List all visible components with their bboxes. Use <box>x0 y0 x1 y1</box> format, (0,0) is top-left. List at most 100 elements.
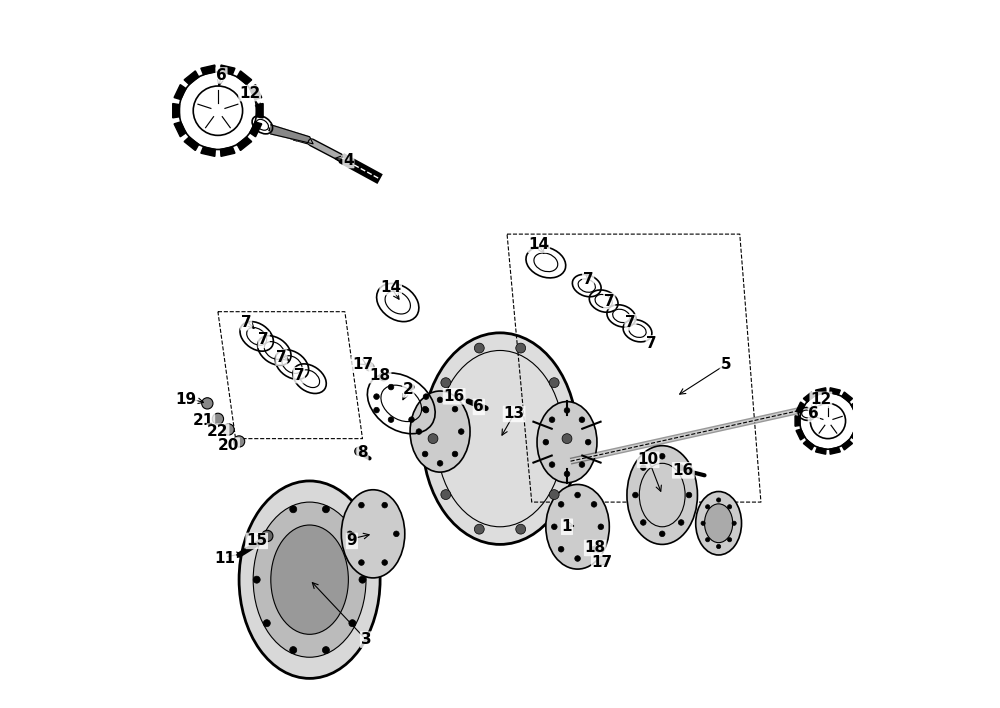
Circle shape <box>349 620 356 627</box>
Ellipse shape <box>341 490 405 578</box>
Circle shape <box>579 417 585 423</box>
Circle shape <box>379 372 388 381</box>
Circle shape <box>322 646 329 653</box>
Circle shape <box>598 524 604 530</box>
Circle shape <box>564 408 570 413</box>
Circle shape <box>717 544 721 549</box>
Text: 3: 3 <box>361 632 371 647</box>
Polygon shape <box>856 416 861 426</box>
Circle shape <box>347 531 353 537</box>
Ellipse shape <box>253 502 366 657</box>
Circle shape <box>598 556 606 565</box>
Circle shape <box>423 394 429 399</box>
Circle shape <box>452 406 458 412</box>
Circle shape <box>355 447 363 455</box>
Circle shape <box>382 560 388 566</box>
Text: 2: 2 <box>403 382 414 396</box>
Circle shape <box>640 464 646 470</box>
Text: 17: 17 <box>592 554 613 569</box>
Circle shape <box>359 502 364 508</box>
Circle shape <box>727 537 732 542</box>
Text: 12: 12 <box>810 392 832 407</box>
Text: 22: 22 <box>207 424 229 439</box>
Circle shape <box>441 378 451 387</box>
Text: 8: 8 <box>357 445 368 460</box>
Text: 1: 1 <box>562 519 572 535</box>
Polygon shape <box>237 71 252 84</box>
Text: 6: 6 <box>473 399 484 414</box>
Circle shape <box>374 407 379 413</box>
Text: 7: 7 <box>258 332 269 348</box>
Polygon shape <box>250 122 262 137</box>
Text: 19: 19 <box>176 392 197 407</box>
Circle shape <box>458 429 464 435</box>
Circle shape <box>422 406 428 412</box>
Polygon shape <box>250 85 262 100</box>
Circle shape <box>558 501 564 507</box>
Circle shape <box>437 397 443 403</box>
Circle shape <box>585 440 591 445</box>
Polygon shape <box>830 447 840 455</box>
Text: 13: 13 <box>504 406 525 421</box>
Circle shape <box>706 537 710 542</box>
Circle shape <box>727 505 732 509</box>
Circle shape <box>422 451 428 457</box>
Circle shape <box>562 434 572 444</box>
Text: 4: 4 <box>343 152 354 168</box>
Polygon shape <box>174 122 186 137</box>
Ellipse shape <box>627 445 697 544</box>
Text: 14: 14 <box>380 280 401 295</box>
Text: 6: 6 <box>216 68 227 83</box>
Text: 7: 7 <box>241 315 251 330</box>
Text: 5: 5 <box>720 357 731 372</box>
Circle shape <box>349 532 356 539</box>
Circle shape <box>549 417 555 423</box>
Circle shape <box>640 520 646 525</box>
Circle shape <box>706 505 710 509</box>
Ellipse shape <box>239 481 380 678</box>
Circle shape <box>564 471 570 476</box>
Circle shape <box>543 440 549 445</box>
Circle shape <box>717 498 721 502</box>
Polygon shape <box>256 103 263 118</box>
Circle shape <box>659 531 665 537</box>
Circle shape <box>474 343 484 353</box>
Polygon shape <box>795 416 800 426</box>
Polygon shape <box>201 65 215 75</box>
Text: 9: 9 <box>347 533 357 549</box>
Polygon shape <box>842 440 852 450</box>
Polygon shape <box>830 388 840 395</box>
Polygon shape <box>221 147 235 156</box>
Polygon shape <box>842 392 852 402</box>
Circle shape <box>551 524 557 530</box>
Ellipse shape <box>537 401 597 483</box>
Circle shape <box>441 490 451 500</box>
Polygon shape <box>221 65 235 75</box>
Circle shape <box>382 502 388 508</box>
Polygon shape <box>201 147 215 156</box>
Text: 7: 7 <box>625 315 636 330</box>
Circle shape <box>223 424 234 435</box>
Circle shape <box>633 492 638 498</box>
Circle shape <box>253 576 260 583</box>
Circle shape <box>549 462 555 467</box>
Circle shape <box>591 501 597 507</box>
Circle shape <box>452 451 458 457</box>
Circle shape <box>359 560 364 566</box>
Circle shape <box>575 556 580 561</box>
Polygon shape <box>816 388 826 395</box>
Circle shape <box>549 378 559 387</box>
Polygon shape <box>796 429 805 440</box>
Text: 7: 7 <box>294 367 304 382</box>
Circle shape <box>549 490 559 500</box>
Circle shape <box>678 520 684 525</box>
Text: 16: 16 <box>673 463 694 478</box>
Circle shape <box>263 620 270 627</box>
Circle shape <box>516 343 526 353</box>
Circle shape <box>701 521 705 525</box>
Text: 6: 6 <box>808 406 819 421</box>
Polygon shape <box>851 429 860 440</box>
Circle shape <box>263 532 270 539</box>
Text: 14: 14 <box>528 237 549 252</box>
Circle shape <box>202 398 213 409</box>
